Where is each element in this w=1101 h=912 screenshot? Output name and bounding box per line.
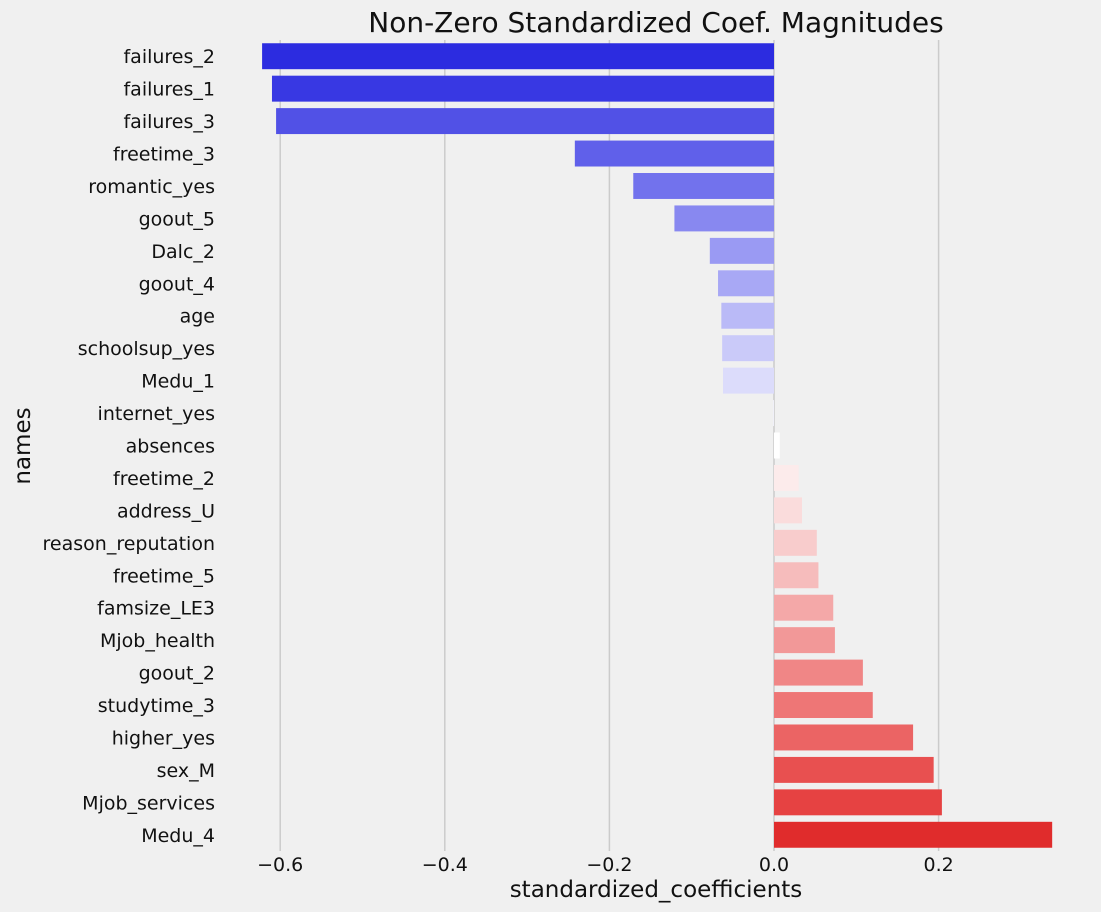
- y-tick-label: romantic_yes: [88, 176, 215, 198]
- bar-address-u: [774, 497, 802, 524]
- y-tick-label: internet_yes: [98, 403, 215, 425]
- y-tick-label: freetime_3: [113, 144, 215, 166]
- bar-romantic-yes: [633, 173, 774, 199]
- y-tick-label: higher_yes: [112, 727, 215, 749]
- bar-failures-2: [262, 43, 774, 70]
- y-tick-label: goout_4: [139, 273, 215, 295]
- y-tick-label: Mjob_health: [100, 630, 215, 652]
- y-tick-label: address_U: [117, 500, 215, 522]
- x-tick-labels: −0.6 −0.4 −0.2 0.0 0.2: [257, 854, 954, 876]
- y-tick-label: failures_2: [123, 46, 215, 68]
- y-tick-label: goout_5: [139, 208, 215, 230]
- bar-medu-1: [722, 367, 774, 394]
- y-tick-label: Medu_4: [141, 825, 215, 847]
- bar-sex-m: [774, 756, 934, 783]
- bar-absences: [774, 432, 780, 459]
- bar-goout-4: [718, 270, 774, 297]
- bar-studytime-3: [774, 692, 873, 718]
- bar-freetime-3: [574, 140, 774, 167]
- x-tick-label: −0.4: [422, 854, 468, 876]
- y-tick-label: Medu_1: [141, 371, 215, 393]
- y-tick-labels: failures_2 failures_1 failures_3 freetime_3…: [43, 46, 215, 847]
- bar-dalc-2: [709, 237, 774, 264]
- y-tick-label: freetime_2: [113, 468, 215, 490]
- y-tick-label: failures_1: [123, 79, 215, 101]
- y-tick-label: failures_3: [123, 111, 215, 133]
- bar-schoolsup-yes: [722, 335, 774, 362]
- x-tick-label: −0.6: [257, 854, 303, 876]
- bar-goout-5: [674, 205, 774, 232]
- y-tick-label: reason_reputation: [43, 533, 215, 555]
- y-tick-label: studytime_3: [98, 695, 215, 717]
- y-tick-label: absences: [126, 436, 215, 458]
- bar-famsize-le3: [774, 594, 834, 621]
- x-tick-label: −0.2: [586, 854, 632, 876]
- bar-freetime-5: [774, 562, 819, 589]
- y-axis-label: names: [10, 407, 36, 484]
- y-tick-label: goout_2: [139, 663, 215, 685]
- y-tick-label: age: [180, 306, 215, 328]
- y-tick-label: Dalc_2: [151, 241, 215, 263]
- x-tick-label: 0.0: [759, 854, 789, 876]
- y-tick-label: sex_M: [157, 760, 215, 782]
- x-tick-label: 0.2: [923, 854, 953, 876]
- bars: [262, 43, 1053, 848]
- x-axis-label: standardized_coefficients: [510, 877, 803, 903]
- bar-mjob-health: [774, 627, 835, 654]
- y-tick-label: freetime_5: [113, 565, 215, 587]
- y-tick-label: famsize_LE3: [97, 598, 215, 620]
- bar-age: [721, 302, 774, 329]
- bar-internet-yes: [773, 400, 774, 427]
- bar-failures-3: [276, 108, 774, 135]
- y-tick-label: Mjob_services: [82, 792, 215, 814]
- bar-goout-2: [774, 659, 863, 686]
- bar-mjob-services: [774, 789, 942, 816]
- y-tick-label: schoolsup_yes: [78, 338, 215, 360]
- bar-failures-1: [271, 75, 774, 102]
- bar-medu-4: [774, 821, 1053, 848]
- bar-reason-reputation: [774, 529, 817, 556]
- chart-title: Non-Zero Standardized Coef. Magnitudes: [368, 6, 943, 39]
- bar-higher-yes: [774, 724, 914, 751]
- bar-freetime-2: [774, 464, 799, 491]
